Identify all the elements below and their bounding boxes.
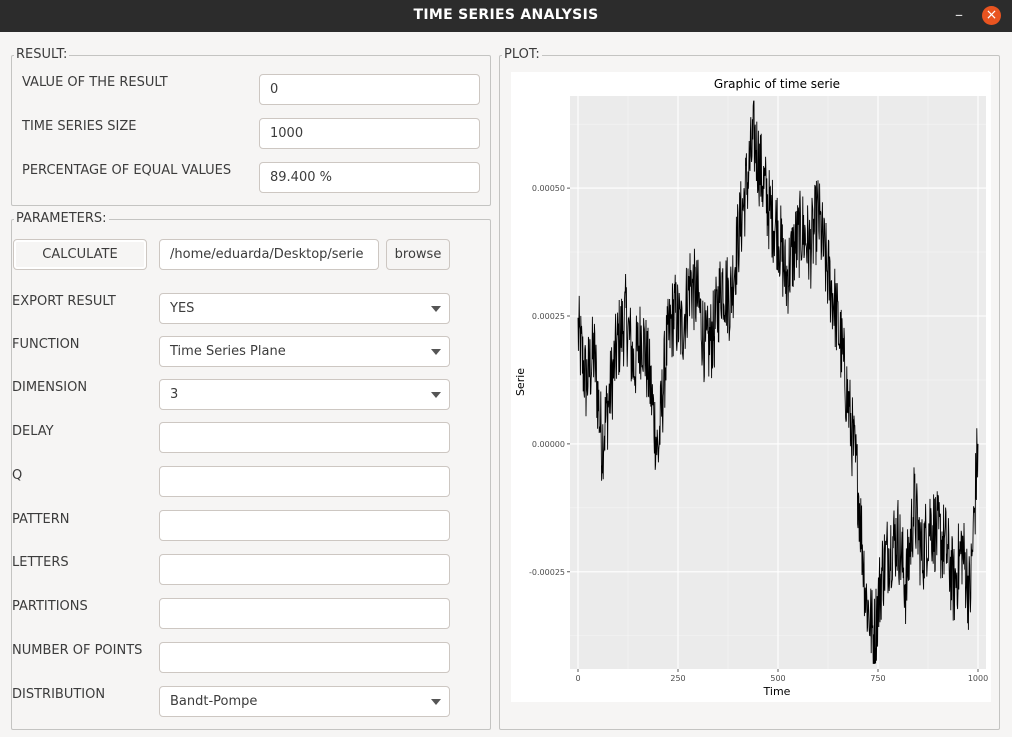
letters-label: LETTERS	[12, 555, 69, 570]
number-of-points-label: NUMBER OF POINTS	[12, 643, 143, 658]
dimension-value: 3	[170, 387, 179, 402]
pattern-input[interactable]	[159, 510, 450, 541]
window-title: TIME SERIES ANALYSIS	[413, 7, 599, 23]
x-tick-label: 250	[670, 674, 685, 683]
y-tick-label: 0.00025	[532, 312, 565, 321]
y-axis-label: Serie	[514, 368, 527, 396]
x-tick-label: 500	[770, 674, 785, 683]
q-input[interactable]	[159, 466, 450, 497]
y-axis: -0.00025 0.00000 0.00025 0.00050	[529, 184, 570, 577]
dimension-select[interactable]: 3	[159, 379, 450, 410]
file-path-field[interactable]: /home/eduarda/Desktop/serie	[159, 239, 379, 270]
dimension-label: DIMENSION	[12, 380, 88, 395]
chevron-down-icon	[431, 306, 441, 312]
result-group-title: RESULT:	[14, 47, 70, 62]
close-icon[interactable]: ×	[982, 6, 1001, 25]
plot-group	[499, 55, 1000, 730]
export-result-value: YES	[170, 301, 195, 316]
result-group	[11, 55, 491, 206]
time-series-chart: 0 250 500 750 1000 -0.00025 0.00000 0.00025 0.0…	[514, 77, 988, 698]
chevron-down-icon	[431, 699, 441, 705]
time-series-size-label: TIME SERIES SIZE	[22, 119, 137, 134]
percentage-equal-values-field[interactable]: 89.400 %	[259, 162, 480, 193]
delay-label: DELAY	[12, 424, 54, 439]
parameters-group	[11, 219, 491, 730]
series-line	[577, 100, 979, 664]
chevron-down-icon	[431, 349, 441, 355]
plot-group-title: PLOT:	[502, 47, 542, 62]
value-of-result-label: VALUE OF THE RESULT	[22, 75, 168, 90]
delay-input[interactable]	[159, 422, 450, 453]
value-of-result-field[interactable]: 0	[259, 74, 480, 105]
letters-input[interactable]	[159, 554, 450, 585]
calculate-button[interactable]: CALCULATE	[13, 239, 147, 270]
x-tick-label: 750	[870, 674, 885, 683]
distribution-label: DISTRIBUTION	[12, 687, 106, 702]
y-tick-label: -0.00025	[529, 568, 565, 577]
time-series-plot: 0 250 500 750 1000 -0.00025 0.00000 0.00025 0.0…	[511, 72, 991, 702]
chart-title: Graphic of time serie	[714, 77, 840, 91]
export-result-select[interactable]: YES	[159, 293, 450, 324]
time-series-size-field[interactable]: 1000	[259, 118, 480, 149]
x-axis: 0 250 500 750 1000	[575, 669, 988, 683]
q-label: Q	[12, 468, 23, 483]
minimize-icon[interactable]: –	[955, 5, 963, 24]
x-axis-label: Time	[763, 685, 791, 698]
function-select[interactable]: Time Series Plane	[159, 336, 450, 367]
percentage-equal-values-label: PERCENTAGE OF EQUAL VALUES	[22, 163, 232, 178]
partitions-input[interactable]	[159, 598, 450, 629]
parameters-group-title: PARAMETERS:	[14, 211, 109, 226]
y-tick-label: 0.00000	[532, 440, 565, 449]
function-value: Time Series Plane	[170, 344, 286, 359]
x-tick-label: 1000	[968, 674, 988, 683]
browse-button[interactable]: browse	[386, 239, 450, 270]
pattern-label: PATTERN	[12, 512, 70, 527]
major-gridlines	[570, 96, 986, 669]
partitions-label: PARTITIONS	[12, 599, 88, 614]
y-tick-label: 0.00050	[532, 184, 565, 193]
chevron-down-icon	[431, 392, 441, 398]
distribution-select[interactable]: Bandt-Pompe	[159, 686, 450, 717]
number-of-points-input[interactable]	[159, 642, 450, 673]
distribution-value: Bandt-Pompe	[170, 694, 258, 709]
x-tick-label: 0	[575, 674, 580, 683]
function-label: FUNCTION	[12, 337, 80, 352]
export-result-label: EXPORT RESULT	[12, 294, 116, 309]
title-bar: TIME SERIES ANALYSIS – ×	[0, 0, 1012, 32]
